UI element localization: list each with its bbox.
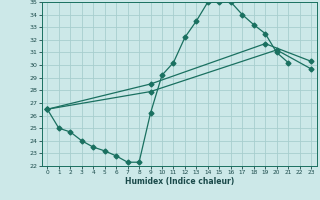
X-axis label: Humidex (Indice chaleur): Humidex (Indice chaleur) bbox=[124, 177, 234, 186]
